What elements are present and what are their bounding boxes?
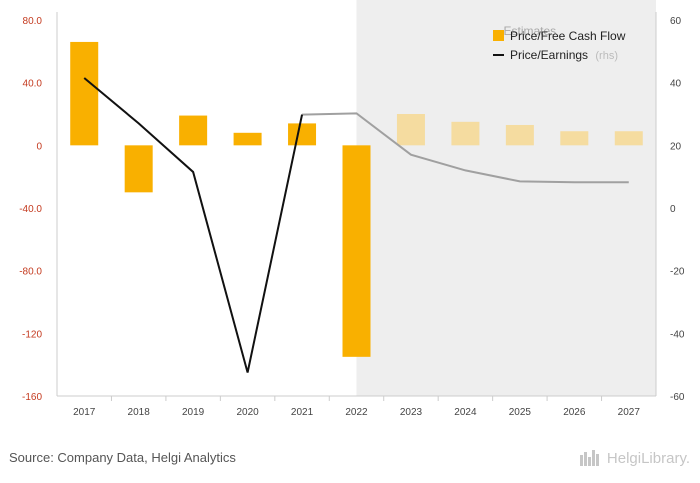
- x-tick-label-2027: 2027: [618, 407, 641, 418]
- line-price-earnings-estimated: [302, 112, 629, 184]
- bar-series: [70, 41, 643, 357]
- x-tick-label-2017: 2017: [73, 407, 96, 418]
- bar-2024: [451, 121, 480, 146]
- y-right-tick-label: 60: [670, 16, 682, 27]
- y-right-tick-label: 40: [670, 79, 682, 90]
- bar-2017: [70, 41, 99, 146]
- x-tick-label-2026: 2026: [563, 407, 586, 418]
- y-left-tick-label: 0: [36, 141, 42, 152]
- x-tick-label-2024: 2024: [454, 407, 477, 418]
- x-tick-label-2020: 2020: [236, 407, 259, 418]
- y-right-tick-label: 20: [670, 141, 682, 152]
- y-left-tick-label: -120: [22, 329, 42, 340]
- source-note: Source: Company Data, Helgi Analytics: [9, 450, 236, 465]
- bar-2020: [233, 132, 262, 146]
- svg-text:Price/Earnings (rhs): Price/Earnings (rhs): [510, 48, 618, 62]
- y-right-tick-label: -40: [670, 329, 685, 340]
- bar-2019: [179, 115, 208, 146]
- legend-label-price-fcf: Price/Free Cash Flow: [510, 29, 626, 43]
- legend-label-price-earnings: Price/Earnings: [510, 48, 588, 62]
- x-tick-label-2025: 2025: [509, 407, 532, 418]
- x-tick-label-2018: 2018: [128, 407, 151, 418]
- x-tick-label-2021: 2021: [291, 407, 314, 418]
- bar-2022: [342, 145, 371, 357]
- x-tick-label-2023: 2023: [400, 407, 423, 418]
- y-left-tick-label: -80.0: [19, 267, 42, 278]
- legend: Price/Free Cash Flow Price/Earnings (rhs…: [493, 29, 626, 62]
- logo-text: HelgiLibrary.: [606, 449, 690, 467]
- y-left-tick-label: -40.0: [19, 204, 42, 215]
- line-series: [83, 77, 629, 373]
- y-right-tick-label: -20: [670, 267, 685, 278]
- x-tick-label-2019: 2019: [182, 407, 205, 418]
- library-icon: [579, 450, 599, 466]
- helgi-library-logo: HelgiLibrary.: [579, 449, 690, 467]
- bar-2027: [614, 131, 643, 146]
- y-right-tick-label: 0: [670, 204, 676, 215]
- y-left-tick-label: 40.0: [23, 79, 43, 90]
- chart: Estimates 80.0 40.0 0 -40.0 -80.0 -120 -160 60 4…: [19, 0, 685, 418]
- y-left-tick-label: -160: [22, 392, 42, 403]
- bar-2018: [124, 145, 153, 193]
- axes: 80.0 40.0 0 -40.0 -80.0 -120 -160 60 40 20 0 -20 -40…: [19, 12, 685, 418]
- legend-swatch-price-fcf: [493, 30, 504, 41]
- y-right-tick-label: -60: [670, 392, 685, 403]
- x-tick-label-2022: 2022: [345, 407, 368, 418]
- bar-2023: [396, 114, 425, 146]
- estimates-shading: [356, 0, 656, 396]
- line-price-earnings-actual: [83, 77, 304, 373]
- legend-label-rhs-note: (rhs): [595, 50, 618, 62]
- bar-2021: [288, 123, 317, 146]
- y-left-tick-label: 80.0: [23, 16, 43, 27]
- bar-2026: [560, 131, 589, 146]
- estimates-label: Estimates: [504, 24, 557, 38]
- bar-2025: [505, 124, 534, 146]
